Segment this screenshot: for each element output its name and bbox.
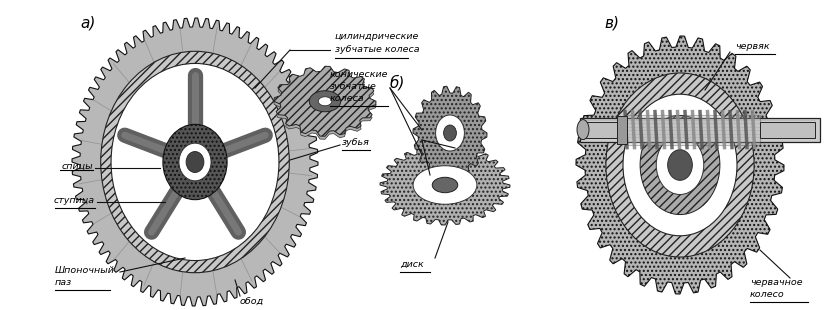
Ellipse shape xyxy=(432,177,457,193)
Polygon shape xyxy=(576,36,783,294)
Polygon shape xyxy=(413,86,486,180)
Ellipse shape xyxy=(413,166,476,204)
Ellipse shape xyxy=(186,152,203,172)
Ellipse shape xyxy=(163,124,227,200)
Ellipse shape xyxy=(639,115,719,215)
Text: обод: обод xyxy=(240,298,264,307)
Polygon shape xyxy=(274,66,375,136)
Ellipse shape xyxy=(308,91,341,112)
Ellipse shape xyxy=(111,64,279,260)
Text: зубья: зубья xyxy=(342,138,370,147)
Text: а): а) xyxy=(80,16,95,31)
Text: зубчатые колеса: зубчатые колеса xyxy=(335,45,419,54)
Text: конические: конические xyxy=(330,70,388,79)
Text: червяк: червяк xyxy=(734,42,768,51)
Text: Шпоночный: Шпоночный xyxy=(55,266,115,275)
Ellipse shape xyxy=(656,135,703,194)
FancyBboxPatch shape xyxy=(616,116,626,144)
Text: колеса: колеса xyxy=(330,94,365,103)
Ellipse shape xyxy=(622,94,736,236)
FancyBboxPatch shape xyxy=(579,117,819,142)
Ellipse shape xyxy=(605,73,753,257)
Text: спицы: спицы xyxy=(61,162,93,171)
Text: колесо: колесо xyxy=(749,290,784,299)
Polygon shape xyxy=(380,145,509,225)
FancyBboxPatch shape xyxy=(759,122,814,138)
Text: б): б) xyxy=(390,75,405,91)
Ellipse shape xyxy=(435,115,464,151)
Text: зубчатые: зубчатые xyxy=(330,82,376,91)
Ellipse shape xyxy=(318,97,332,106)
Polygon shape xyxy=(72,18,318,306)
Text: в): в) xyxy=(603,16,619,31)
Ellipse shape xyxy=(179,143,211,181)
Ellipse shape xyxy=(576,120,588,140)
Text: ступица: ступица xyxy=(54,196,95,205)
Text: диск: диск xyxy=(399,260,423,269)
Ellipse shape xyxy=(101,51,289,273)
Text: паз: паз xyxy=(55,278,72,287)
FancyBboxPatch shape xyxy=(624,115,759,144)
FancyBboxPatch shape xyxy=(579,122,624,138)
Polygon shape xyxy=(274,69,375,139)
Ellipse shape xyxy=(667,150,691,180)
Text: червачное: червачное xyxy=(749,278,801,287)
Text: цилиндрические: цилиндрические xyxy=(335,32,418,41)
Ellipse shape xyxy=(443,125,456,141)
